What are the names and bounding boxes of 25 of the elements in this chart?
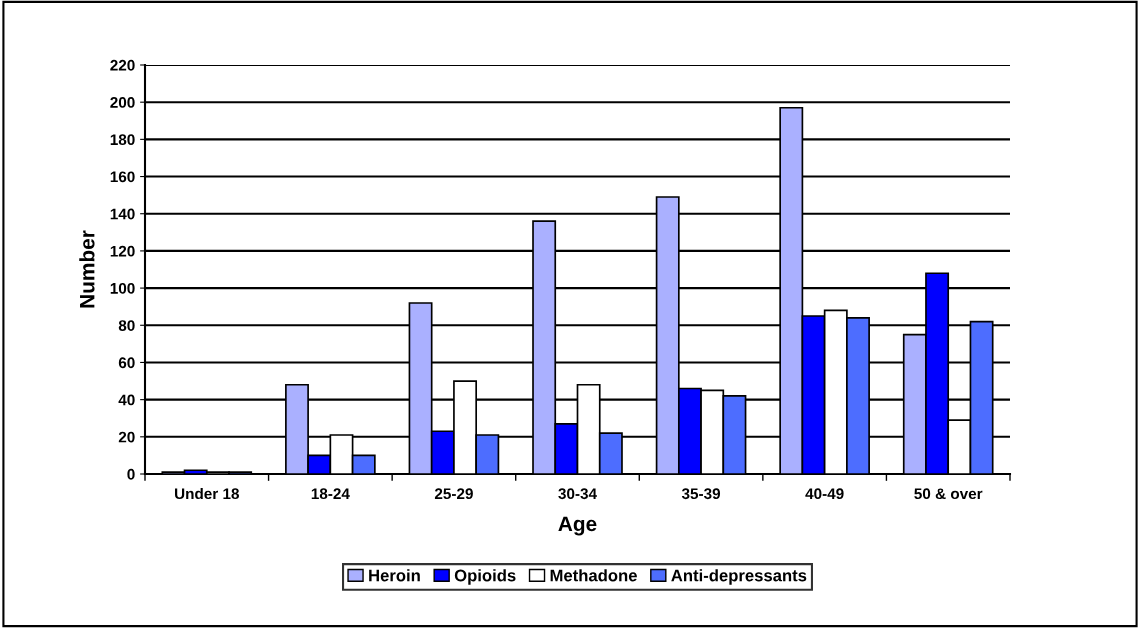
y-tick-label: 80 — [118, 320, 135, 331]
legend-label: Methadone — [550, 569, 637, 582]
x-tick-label: 25-29 — [434, 488, 473, 500]
y-axis-title: Number — [79, 230, 95, 308]
y-tick-label: 100 — [110, 282, 135, 294]
legend-label: Heroin — [369, 569, 420, 582]
y-tick-label: 220 — [110, 59, 135, 71]
y-tick-label: 200 — [110, 97, 135, 108]
y-tick-label: 60 — [118, 357, 135, 369]
x-tick-label: Under 18 — [175, 487, 240, 500]
legend-label: Opioids — [454, 569, 516, 585]
y-tick-label: 0 — [127, 468, 135, 480]
y-tick-label: 160 — [110, 171, 135, 183]
legend-label: Anti-depressants — [671, 569, 807, 585]
x-tick-label: 35-39 — [681, 488, 721, 500]
y-tick-label: 120 — [110, 245, 135, 257]
x-tick-label: 40-49 — [805, 488, 844, 500]
x-axis-title: Age — [558, 516, 597, 536]
y-tick-label: 20 — [118, 431, 135, 443]
x-tick-label: 18-24 — [311, 488, 350, 500]
x-tick-label: 30-34 — [558, 488, 597, 500]
y-tick-label: 140 — [110, 208, 135, 220]
y-tick-label: 40 — [118, 394, 135, 406]
y-tick-label: 180 — [110, 134, 135, 146]
x-tick-label: 50 & over — [914, 488, 983, 500]
